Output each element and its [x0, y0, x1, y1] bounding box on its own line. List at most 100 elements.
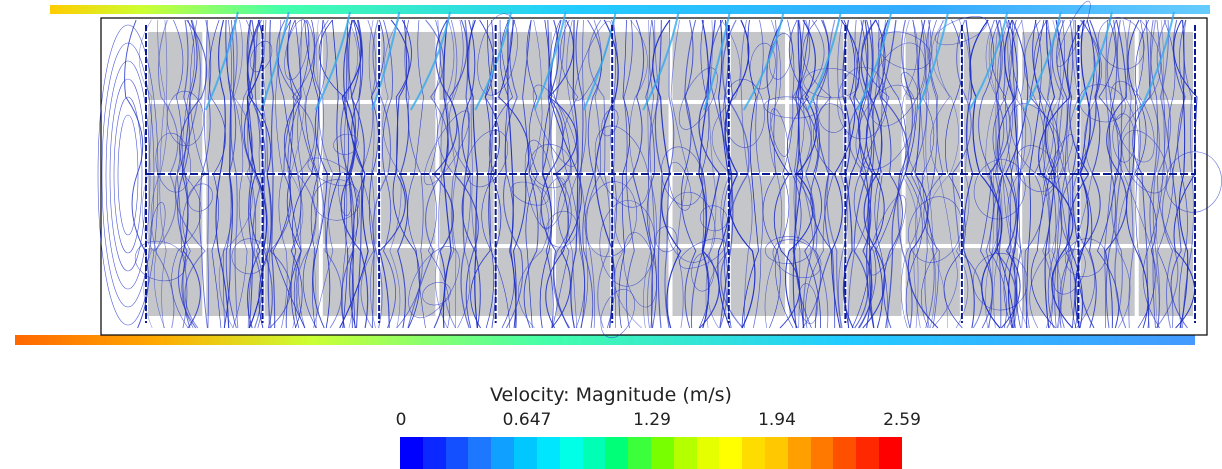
- streamline: [1042, 19, 1054, 329]
- legend-tick: 1.29: [633, 410, 671, 430]
- streamline: [1024, 19, 1046, 329]
- streamline-vortex: [900, 71, 919, 100]
- legend-color-swatch: [628, 437, 651, 469]
- streamline: [648, 19, 656, 329]
- streamline-vortex: [691, 253, 715, 292]
- streamline-vortex: [1015, 145, 1056, 192]
- streamline-vortex: [722, 79, 765, 148]
- streamline: [124, 19, 149, 329]
- legend-color-swatch: [650, 437, 674, 469]
- inlet-streak: [259, 11, 290, 111]
- streamline-vortex: [333, 133, 359, 155]
- legend-tick: 1.94: [758, 410, 796, 430]
- streamline: [522, 19, 539, 329]
- legend-color-swatch: [742, 437, 765, 469]
- column-separators: [145, 25, 1196, 323]
- streamline: [786, 19, 812, 329]
- streamline-vortex: [1009, 103, 1064, 179]
- legend-color-swatch: [491, 437, 515, 469]
- streamline: [241, 19, 265, 329]
- inlet-streak: [806, 11, 842, 111]
- legend-color-swatch: [422, 437, 446, 469]
- streamline-vortex: [422, 282, 451, 306]
- streamline: [313, 19, 334, 329]
- rack-block: [1080, 248, 1135, 316]
- streamline-vortex: [249, 40, 273, 73]
- streamline-vortex: [599, 200, 656, 287]
- inlet-streak: [314, 11, 351, 111]
- streamline-vortex: [1079, 84, 1126, 123]
- streamline: [378, 19, 410, 329]
- recirculation-loop: [117, 114, 139, 236]
- streamline-vortex: [972, 253, 1028, 311]
- streamline-vortex: [584, 181, 637, 258]
- streamline: [372, 19, 392, 329]
- streamline: [793, 19, 821, 329]
- legend-color-swatch: [582, 437, 606, 469]
- legend-color-swatch: [810, 437, 834, 469]
- legend-title: Velocity: Magnitude (m/s): [490, 384, 732, 406]
- streamline-vortex: [307, 157, 353, 187]
- legend-color-swatch: [719, 437, 743, 469]
- rack-block: [381, 32, 436, 100]
- streamline-vortex: [231, 238, 268, 275]
- streamline-vortex: [668, 161, 692, 211]
- streamline: [1047, 19, 1063, 329]
- streamline-vortex: [1043, 134, 1074, 196]
- streamline-vortex: [545, 210, 578, 248]
- streamline-vortex: [511, 181, 549, 206]
- streamline-vortex: [934, 16, 988, 46]
- legend-color-swatch: [468, 437, 492, 469]
- legend-tick: 2.59: [883, 410, 921, 430]
- streamline-vortex: [973, 159, 1026, 220]
- streamline-vortex: [818, 103, 846, 133]
- streamline-vortex: [1121, 130, 1168, 194]
- legend-color-swatch: [536, 437, 560, 469]
- streamline-vortex: [166, 90, 205, 147]
- streamline-vortex: [187, 183, 213, 212]
- streamline-vortex: [877, 31, 932, 70]
- streamline: [1105, 19, 1118, 329]
- rack-block: [322, 104, 378, 172]
- streamline-vortex: [666, 191, 716, 263]
- streamline: [907, 19, 939, 329]
- inlet-streak: [474, 11, 513, 111]
- streamline-vortex: [155, 132, 192, 193]
- streamline-vortex: [908, 196, 962, 263]
- streamline: [978, 19, 995, 329]
- inlet-streak: [1075, 11, 1113, 111]
- streamline-vortex: [529, 144, 573, 189]
- streamline: [680, 19, 697, 329]
- streamline-vortex: [868, 42, 926, 127]
- streamline: [396, 19, 424, 329]
- streamline-vortex: [798, 283, 818, 324]
- streamline-vortex: [594, 125, 649, 208]
- streamline: [339, 19, 369, 329]
- rack-block: [672, 32, 727, 100]
- streamline: [969, 19, 1003, 329]
- legend-color-swatch: [879, 437, 902, 469]
- streamline: [810, 19, 836, 329]
- inlet-streak: [533, 11, 567, 111]
- inlet-streak: [582, 11, 617, 111]
- streamline-vortex: [600, 288, 635, 339]
- streamline: [943, 19, 966, 329]
- streamline: [407, 19, 450, 329]
- rack-block: [264, 176, 319, 244]
- streamline-vortex: [679, 238, 726, 269]
- streamline-vortex: [837, 66, 888, 140]
- streamline-vortex: [524, 139, 556, 229]
- streamline: [915, 19, 928, 329]
- streamline-vortex: [678, 67, 718, 130]
- streamline-vortex: [338, 171, 352, 217]
- streamline: [428, 19, 450, 329]
- streamline-vortex: [764, 96, 819, 119]
- streamline: [775, 19, 795, 329]
- rack-block: [148, 248, 203, 316]
- inlet-streak: [409, 11, 452, 111]
- recirculation-loop: [113, 96, 143, 254]
- streamline: [1134, 19, 1157, 329]
- streamline: [243, 19, 261, 329]
- streamline: [171, 19, 202, 329]
